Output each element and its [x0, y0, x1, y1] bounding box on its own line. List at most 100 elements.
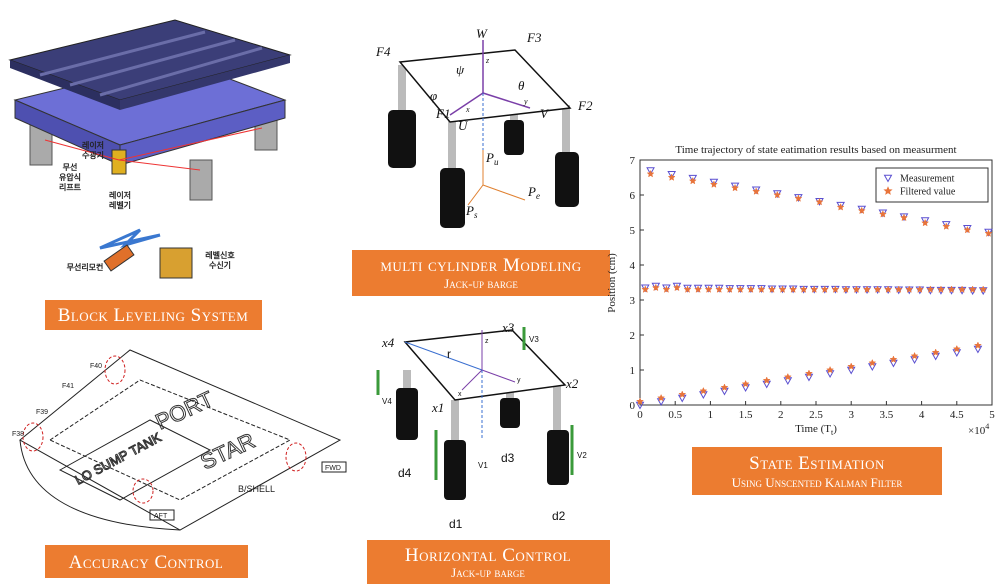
point — [762, 376, 771, 384]
label: d2 — [552, 509, 566, 523]
label: F40 — [90, 363, 102, 370]
hull-outline — [19, 349, 342, 531]
axis — [449, 92, 484, 116]
label: θ — [518, 78, 525, 93]
chart: Time trajectory of state eatimation resu… — [606, 144, 995, 437]
label: x — [465, 105, 470, 114]
remote-label: 무선리모컨 — [67, 262, 104, 272]
point — [820, 285, 829, 293]
point — [931, 348, 940, 356]
label: x1 — [431, 400, 444, 415]
x-tick-label: 3.5 — [880, 409, 894, 421]
x-tick-label: 0.5 — [668, 409, 682, 421]
label-line: 유압식 — [59, 172, 81, 182]
point — [973, 341, 982, 349]
point — [963, 225, 972, 234]
x-tick-label: 3 — [848, 409, 854, 421]
label: φ — [430, 88, 437, 103]
point — [831, 285, 840, 293]
x-tick-label: 1.5 — [739, 409, 753, 421]
banner-text: Block Leveling System — [58, 305, 249, 326]
point — [667, 171, 677, 179]
label-line: 수광기 — [82, 150, 104, 160]
label-end: ) — [833, 423, 837, 435]
y-tick-label: 0 — [630, 400, 636, 412]
point — [868, 358, 877, 367]
point — [920, 217, 930, 226]
label: F39 — [36, 409, 48, 416]
x-tick-label: 5 — [989, 409, 995, 421]
x-axis-label: Time (Tt) — [795, 423, 837, 437]
block-deck-edge — [10, 60, 120, 110]
label-main: Time (T — [795, 423, 831, 435]
stiffener — [39, 30, 206, 77]
point — [984, 229, 993, 237]
label-line: 레이저 — [109, 190, 131, 200]
banner-text: Accuracy Control — [69, 552, 224, 573]
point — [805, 369, 813, 377]
point — [863, 285, 871, 293]
y-tick-label: 5 — [630, 225, 636, 237]
point — [773, 190, 782, 199]
point — [752, 187, 761, 195]
y-tick-label: 6 — [630, 190, 636, 202]
point — [836, 201, 845, 210]
point — [915, 285, 924, 293]
point — [746, 285, 755, 293]
point — [878, 210, 887, 218]
x-tick-label: 4 — [919, 409, 925, 421]
level-label: 레이저 레벨기 — [109, 190, 131, 210]
frame-grid — [48, 379, 292, 501]
point — [836, 203, 845, 211]
point — [942, 222, 951, 230]
label: F38 — [12, 431, 24, 438]
axis — [482, 184, 526, 201]
x-tick-label: 2 — [778, 409, 784, 421]
chart-title: Time trajectory of state eatimation resu… — [675, 144, 956, 156]
radius — [404, 341, 483, 371]
point — [947, 285, 956, 293]
label-sub: u — [494, 157, 499, 167]
multiplier-base: ×10 — [968, 425, 986, 437]
laser-level — [111, 149, 127, 175]
point — [725, 285, 734, 293]
point — [730, 182, 740, 191]
cylinder — [547, 430, 569, 485]
point — [873, 285, 882, 293]
label-line: 수신기 — [209, 260, 231, 270]
rod — [451, 400, 459, 448]
label: F3 — [526, 30, 542, 45]
laser — [118, 127, 263, 161]
label: F1 — [435, 106, 450, 121]
point — [641, 285, 650, 293]
label: y — [517, 377, 521, 384]
label: V — [540, 106, 550, 121]
label: Ps — [465, 203, 478, 220]
label: F4 — [375, 44, 391, 59]
label: x3 — [501, 320, 515, 335]
point — [926, 285, 935, 293]
rod — [398, 65, 406, 120]
label: F41 — [62, 383, 74, 390]
point — [662, 285, 671, 293]
legend-label: Measurement — [900, 174, 955, 185]
point — [736, 285, 745, 293]
axis — [467, 184, 484, 206]
cylinder — [388, 110, 416, 168]
legend-box — [875, 167, 989, 203]
label: x2 — [565, 376, 579, 391]
check-point — [132, 478, 154, 504]
point — [815, 197, 824, 206]
point — [673, 283, 681, 292]
laser — [118, 159, 201, 171]
point — [847, 362, 856, 370]
lift — [189, 159, 213, 201]
label: V4 — [382, 397, 392, 406]
point — [910, 351, 919, 360]
accuracy-control-drawing — [19, 349, 347, 531]
check-point — [285, 442, 307, 472]
y-tick-label: 2 — [630, 330, 636, 342]
point — [699, 386, 708, 395]
banner-text: Horizontal Control — [405, 545, 571, 566]
